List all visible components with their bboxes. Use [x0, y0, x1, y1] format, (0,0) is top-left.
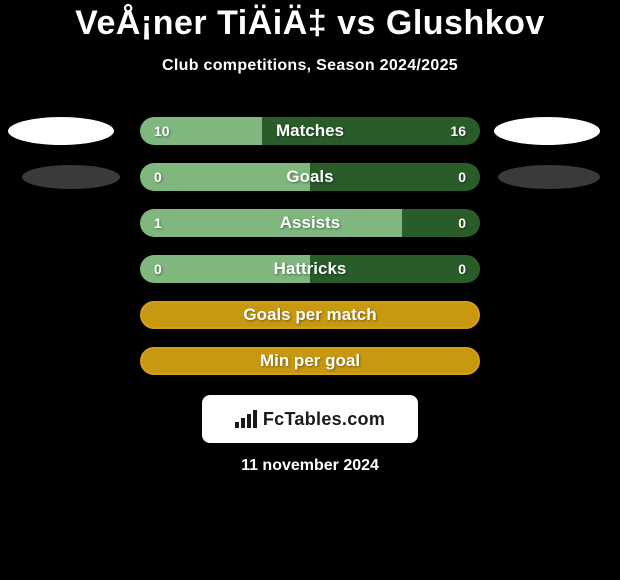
decorative-oval-right: [494, 117, 600, 145]
brand-logo-text: FcTables.com: [263, 409, 385, 430]
brand-logo[interactable]: FcTables.com: [202, 395, 418, 443]
stat-row: Min per goal: [0, 347, 620, 375]
stat-value-left: 0: [154, 261, 162, 277]
stat-label: Min per goal: [260, 351, 360, 371]
stat-label: Goals per match: [243, 305, 376, 325]
stat-label: Assists: [280, 213, 340, 233]
stat-bar: 0 0 Goals: [140, 163, 480, 191]
stat-row: 10 16 Matches: [0, 117, 620, 145]
stat-value-left: 10: [154, 123, 170, 139]
page-title: VeÅ¡ner TiÄiÄ‡ vs Glushkov: [75, 4, 545, 43]
stat-label: Hattricks: [274, 259, 347, 279]
stat-value-right: 16: [450, 123, 466, 139]
stat-row: 1 0 Assists: [0, 209, 620, 237]
stat-value-left: 1: [154, 215, 162, 231]
stat-bar: 1 0 Assists: [140, 209, 480, 237]
decorative-oval-left: [22, 165, 120, 189]
stat-row: 0 0 Goals: [0, 163, 620, 191]
decorative-oval-right: [498, 165, 600, 189]
stat-value-right: 0: [458, 261, 466, 277]
bar-fill-left: [140, 209, 402, 237]
stat-bar: 10 16 Matches: [140, 117, 480, 145]
decorative-oval-left: [8, 117, 114, 145]
stat-label: Matches: [276, 121, 344, 141]
stat-row: 0 0 Hattricks: [0, 255, 620, 283]
stat-bar: Goals per match: [140, 301, 480, 329]
subtitle: Club competitions, Season 2024/2025: [162, 57, 458, 75]
logo-bars-icon: [235, 410, 257, 428]
stat-value-right: 0: [458, 169, 466, 185]
stat-value-left: 0: [154, 169, 162, 185]
stat-row: Goals per match: [0, 301, 620, 329]
stat-label: Goals: [286, 167, 333, 187]
stat-bar: 0 0 Hattricks: [140, 255, 480, 283]
bar-fill-left: [140, 163, 310, 191]
stat-bar: Min per goal: [140, 347, 480, 375]
footer-date: 11 november 2024: [241, 457, 379, 475]
stat-value-right: 0: [458, 215, 466, 231]
